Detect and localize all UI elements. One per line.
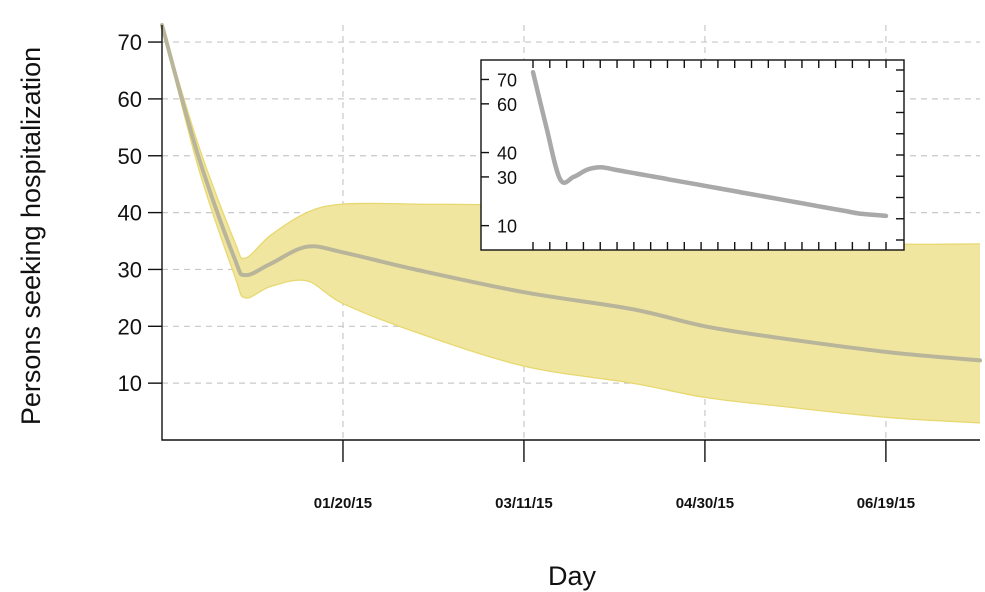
band-lower-edge bbox=[161, 24, 981, 424]
x-tick-label-0: 01/20/15 bbox=[314, 495, 372, 512]
inset-chart: 10 30 40 60 70 bbox=[480, 59, 905, 251]
median-line bbox=[160, 23, 982, 363]
inset-y-tick-label-1: 30 bbox=[497, 168, 517, 188]
x-tick-label-1: 03/11/15 bbox=[495, 495, 553, 512]
y-tick-label-1: 20 bbox=[118, 314, 142, 339]
axis-lines bbox=[161, 25, 980, 441]
axes-layer: 10 20 30 40 50 60 70 01/20/15 03/11/15 04/30/15 06… bbox=[118, 25, 980, 512]
inset-frame bbox=[480, 59, 905, 251]
y-tick-label-6: 70 bbox=[118, 30, 142, 55]
x-axis-label: Day bbox=[548, 561, 597, 591]
y-tick-label-4: 50 bbox=[118, 144, 142, 169]
y-tick-label-2: 30 bbox=[118, 257, 142, 282]
y-tick-label-5: 60 bbox=[118, 87, 142, 112]
inset-line bbox=[530, 69, 889, 219]
y-tick-label-3: 40 bbox=[118, 201, 142, 226]
inset-y-tick-label-3: 60 bbox=[497, 95, 517, 115]
x-tick-label-3: 06/19/15 bbox=[857, 495, 915, 512]
y-tick-label-0: 10 bbox=[118, 371, 142, 396]
inset-y-tick-label-0: 10 bbox=[497, 217, 517, 237]
x-tick-label-2: 04/30/15 bbox=[676, 495, 734, 512]
inset-y-tick-label-4: 70 bbox=[497, 70, 517, 90]
inset-y-tick-label-2: 40 bbox=[497, 144, 517, 164]
y-axis-label: Persons seeking hospitalization bbox=[16, 47, 46, 425]
